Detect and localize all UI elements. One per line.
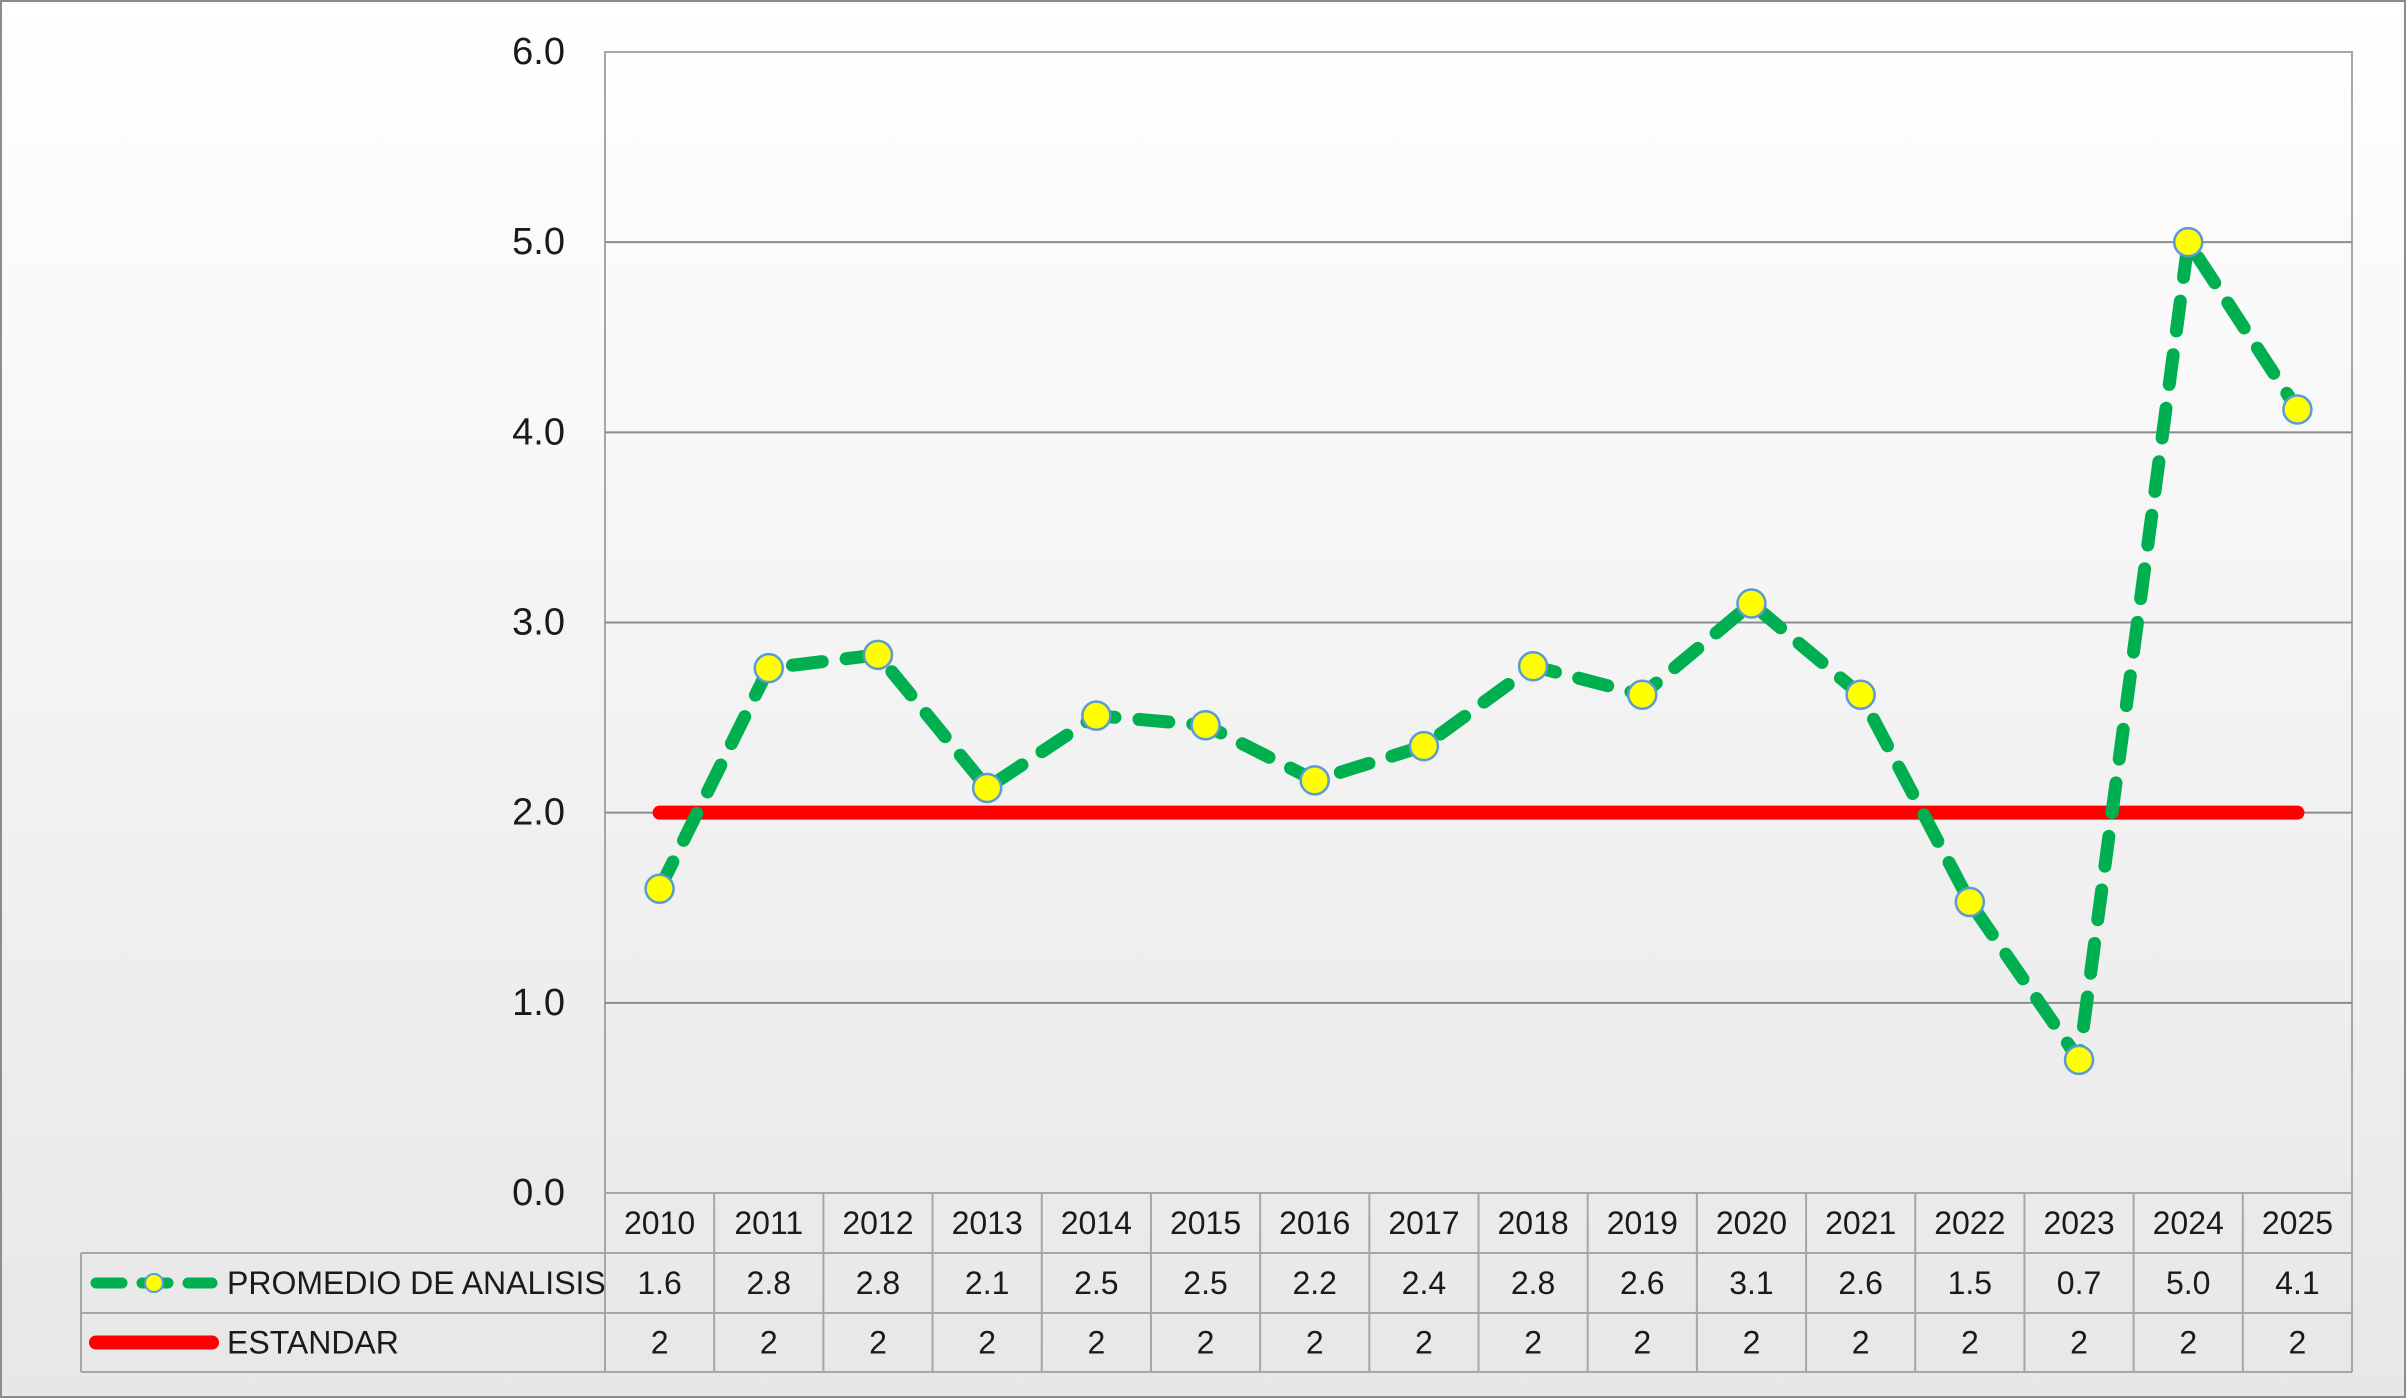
x-tick-label: 2024 [2153, 1205, 2224, 1241]
data-point-promedio [2282, 394, 2313, 425]
data-table-value: 4.1 [2275, 1265, 2319, 1301]
data-table-value: 1.5 [1948, 1265, 1992, 1301]
data-point-promedio [1299, 765, 1330, 796]
data-point-promedio [644, 873, 675, 904]
data-point-promedio [1408, 730, 1440, 762]
x-tick-label: 2017 [1388, 1205, 1459, 1241]
data-table-value: 2 [1197, 1325, 1215, 1361]
data-table-value: 2.1 [965, 1265, 1009, 1301]
data-table-value: 2 [1852, 1325, 1870, 1361]
data-point-promedio [862, 639, 894, 671]
y-tick-label: 6.0 [512, 31, 565, 73]
y-tick-label: 4.0 [512, 411, 565, 453]
x-tick-label: 2018 [1498, 1205, 1569, 1241]
x-tick-label: 2013 [952, 1205, 1023, 1241]
x-tick-label: 2019 [1607, 1205, 1678, 1241]
data-table-value: 2.6 [1838, 1265, 1882, 1301]
data-table-value: 2.6 [1620, 1265, 1664, 1301]
data-point-promedio [753, 652, 785, 684]
data-table-value: 2 [1961, 1325, 1979, 1361]
data-point-promedio [2063, 1044, 2095, 1076]
data-table-value: 2 [869, 1325, 887, 1361]
data-table-value: 2.8 [1511, 1265, 1555, 1301]
data-table-value: 2.8 [856, 1265, 900, 1301]
data-table-value: 2.5 [1074, 1265, 1118, 1301]
x-tick-label: 2016 [1279, 1205, 1350, 1241]
x-tick-label: 2021 [1825, 1205, 1896, 1241]
y-tick-label: 1.0 [512, 982, 565, 1024]
data-table-value: 2 [1743, 1325, 1761, 1361]
data-table-value: 2 [978, 1325, 996, 1361]
data-table-value: 2 [1415, 1325, 1433, 1361]
data-table-value: 5.0 [2166, 1265, 2210, 1301]
data-point-promedio [1517, 650, 1549, 682]
legend-label-promedio: PROMEDIO DE ANALISIS [227, 1265, 606, 1301]
x-tick-label: 2022 [1934, 1205, 2005, 1241]
data-table-value: 2 [1306, 1325, 1324, 1361]
data-point-promedio [1081, 700, 1112, 731]
data-point-promedio [1190, 709, 1221, 741]
x-tick-label: 2011 [734, 1205, 803, 1241]
data-table-value: 2 [760, 1325, 778, 1361]
data-table-value: 0.7 [2057, 1265, 2101, 1301]
data-table-value: 3.1 [1729, 1265, 1773, 1301]
series-line-promedio [653, 235, 2304, 1067]
x-tick-label: 2014 [1061, 1205, 1132, 1241]
x-tick-label: 2012 [842, 1205, 913, 1241]
data-table-value: 2 [1633, 1325, 1651, 1361]
x-tick-label: 2010 [624, 1205, 695, 1241]
data-point-promedio [2172, 226, 2204, 258]
data-table-value: 2.2 [1292, 1265, 1336, 1301]
y-tick-label: 5.0 [512, 221, 565, 263]
data-table-value: 1.6 [637, 1265, 681, 1301]
data-table-value: 2 [2289, 1325, 2307, 1361]
data-point-promedio [1627, 679, 1658, 711]
x-tick-label: 2023 [2043, 1205, 2114, 1241]
data-table-value: 2.5 [1183, 1265, 1227, 1301]
data-point-promedio [1954, 886, 1986, 918]
y-tick-label: 3.0 [512, 602, 565, 644]
data-table-value: 2 [2179, 1325, 2197, 1361]
x-tick-label: 2020 [1716, 1205, 1787, 1241]
data-point-promedio [1845, 679, 1876, 711]
y-tick-label: 2.0 [512, 792, 565, 834]
data-point-promedio [971, 772, 1003, 804]
data-table-value: 2.8 [747, 1265, 791, 1301]
data-table-value: 2 [2070, 1325, 2088, 1361]
x-tick-label: 2025 [2262, 1205, 2333, 1241]
data-table-value: 2 [651, 1325, 669, 1361]
data-table-value: 2 [1524, 1325, 1542, 1361]
legend-marker-promedio [144, 1273, 164, 1293]
data-table-value: 2 [1087, 1325, 1105, 1361]
y-tick-label: 0.0 [512, 1172, 565, 1214]
data-point-promedio [1736, 588, 1767, 619]
legend-label-estandar: ESTANDAR [227, 1325, 399, 1361]
x-tick-label: 2015 [1170, 1205, 1241, 1241]
data-table-value: 2.4 [1402, 1265, 1446, 1301]
